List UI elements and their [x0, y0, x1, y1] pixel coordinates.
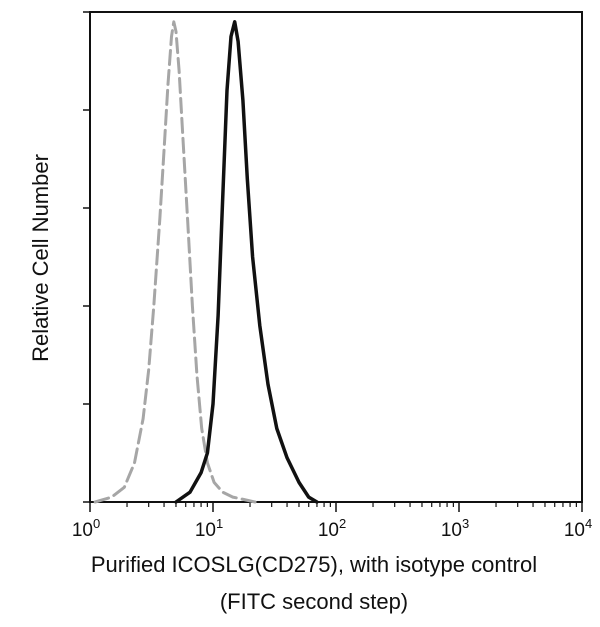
x-axis-ticks [89, 502, 583, 512]
x-tick-label: 100 [72, 516, 100, 541]
x-axis-label-line2: (FITC second step) [220, 589, 408, 614]
plot-frame [89, 11, 583, 503]
x-tick-label: 103 [441, 516, 469, 541]
isotype-control-curve [93, 20, 257, 504]
x-tick-label: 101 [195, 516, 223, 541]
x-tick-label: 104 [564, 516, 592, 541]
x-tick-label: 102 [318, 516, 346, 541]
x-axis-tick-labels: 100 101 102 103 104 [72, 516, 592, 541]
icoslg-curve [174, 20, 319, 504]
series-layer [93, 20, 319, 504]
y-axis-label: Relative Cell Number [28, 154, 53, 362]
y-axis-ticks [83, 11, 90, 503]
x-axis-label: Purified ICOSLG(CD275), with isotype con… [91, 552, 537, 577]
